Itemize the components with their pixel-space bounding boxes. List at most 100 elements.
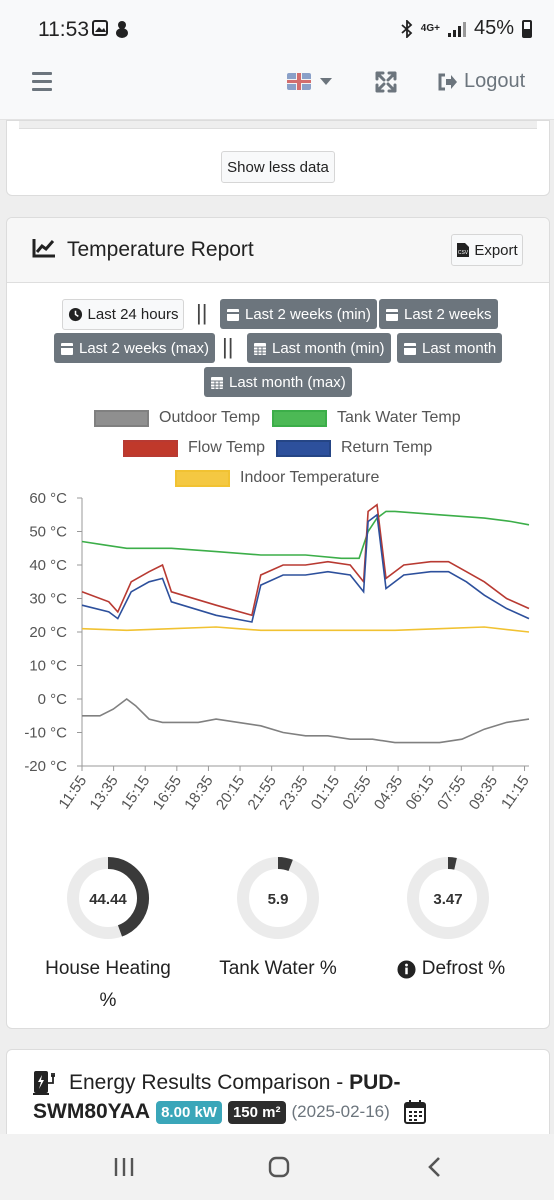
calendar-icon: [386, 308, 398, 321]
logout-label: Logout: [464, 70, 526, 92]
bluetooth-icon: [401, 19, 413, 38]
logout-icon: [438, 73, 457, 90]
y-tick-label: -20 °C: [24, 758, 67, 775]
legend-item[interactable]: Indoor Temperature: [175, 469, 379, 487]
system-nav-bar: [0, 1134, 554, 1200]
image-notification-icon: [92, 20, 108, 36]
data-card: Show less data: [6, 120, 550, 196]
last-month-max-button[interactable]: Last month (max): [204, 367, 352, 397]
last-2-weeks-min-label: Last 2 weeks (min): [245, 305, 371, 323]
card-header: Temperature Report CSV Export: [7, 218, 549, 283]
signal-icon: [447, 21, 466, 37]
csv-file-icon: CSV: [457, 243, 470, 257]
back-icon[interactable]: [427, 1156, 441, 1178]
last-2-weeks-button[interactable]: Last 2 weeks: [379, 299, 498, 329]
series-line-return-temp: [81, 513, 530, 623]
gauge-value: 3.47: [433, 891, 462, 908]
legend-label: Indoor Temperature: [240, 469, 380, 486]
x-tick-label: 07:55: [434, 773, 469, 814]
legend-item[interactable]: Tank Water Temp: [272, 409, 461, 427]
last-month-max-label: Last month (max): [229, 373, 346, 391]
series-line-flow-temp: [81, 503, 530, 617]
legend-item[interactable]: Return Temp: [276, 439, 432, 457]
x-tick-label: 15:15: [118, 773, 153, 814]
calendar-icon: [404, 342, 416, 355]
calendar-grid-icon[interactable]: [403, 1100, 426, 1124]
menu-icon[interactable]: [32, 72, 52, 96]
area-badge: 150 m²: [227, 1100, 286, 1124]
last-month-min-button[interactable]: Last month (min): [247, 333, 391, 363]
series-line-indoor-temperature: [81, 626, 530, 633]
gauge-value: 5.9: [268, 891, 289, 908]
line-chart-icon: [32, 239, 55, 258]
energy-date: (2025-02-16): [291, 1102, 390, 1121]
x-tick-label: 06:15: [403, 773, 438, 814]
calendar-icon: [61, 342, 73, 355]
last-2-weeks-max-button[interactable]: Last 2 weeks (max): [54, 333, 216, 363]
legend-item[interactable]: Outdoor Temp: [94, 409, 260, 427]
battery-percent: 45%: [473, 17, 514, 39]
calendar-grid-icon: [254, 342, 266, 355]
y-tick-label: 0 °C: [38, 691, 68, 708]
top-navbar: Logout: [0, 46, 554, 120]
svg-text:CSV: CSV: [458, 250, 469, 256]
fullscreen-icon[interactable]: [375, 71, 397, 93]
energy-detail-row: SWM80YAA 8.00 kW 150 m² (2025-02-16): [33, 1100, 426, 1124]
x-tick-label: 09:35: [466, 773, 501, 814]
last-2-weeks-label: Last 2 weeks: [404, 305, 492, 323]
gauge-fill: [107, 857, 149, 937]
series-line-outdoor-temp: [82, 697, 530, 744]
y-tick-label: -10 °C: [24, 725, 67, 742]
legend-swatch: [276, 439, 331, 457]
show-less-button[interactable]: Show less data: [221, 151, 335, 183]
gauge-label-tank-water: Tank Water %: [219, 958, 337, 979]
legend-swatch: [94, 409, 149, 427]
last-month-min-label: Last month (min): [272, 339, 385, 357]
legend-swatch: [123, 439, 178, 457]
last-24-hours-button[interactable]: Last 24 hours: [62, 299, 184, 330]
last-month-label: Last month: [422, 339, 497, 357]
energy-title-row: Energy Results Comparison - PUD-: [33, 1070, 400, 1096]
gauge-fill: [277, 857, 293, 872]
clock-icon: [68, 307, 82, 322]
gauge-value: 44.44: [89, 891, 127, 908]
gauge-fill: [447, 857, 457, 870]
y-tick-label: 60 °C: [29, 490, 67, 507]
legend-swatch: [175, 469, 230, 487]
temperature-line-chart: 60 °C 50 °C 40 °C 30 °C 20 °C 10 °C 0 °C -10 °C…: [24, 490, 532, 814]
info-icon[interactable]: [397, 959, 416, 979]
separator: ||: [196, 300, 208, 325]
x-tick-label: 11:55: [55, 773, 90, 813]
last-month-button[interactable]: Last month: [397, 333, 503, 363]
x-tick-label: 16:55: [150, 773, 185, 814]
gauge-row: 44.44 5.9 3.47: [67, 857, 489, 939]
last-2-weeks-min-button[interactable]: Last 2 weeks (min): [220, 299, 377, 329]
export-label: Export: [474, 241, 518, 259]
y-tick-label: 10 °C: [29, 658, 67, 675]
model-name: SWM80YAA: [33, 1100, 151, 1123]
uk-flag-icon[interactable]: [287, 73, 311, 90]
status-time: 11:53: [38, 18, 89, 41]
legend-item[interactable]: Flow Temp: [123, 439, 265, 457]
defrost-label: Defrost %: [421, 958, 506, 979]
table-footer: [19, 121, 537, 129]
legend-label: Tank Water Temp: [337, 409, 461, 426]
x-tick-label: 18:35: [181, 773, 216, 814]
y-tick-label: 30 °C: [29, 591, 67, 608]
page-title: Temperature Report: [67, 238, 254, 261]
ev-charger-icon: [33, 1071, 55, 1095]
recent-apps-icon[interactable]: [113, 1157, 135, 1177]
y-tick-label: 50 °C: [29, 524, 67, 541]
x-tick-label: 13:35: [86, 773, 121, 814]
home-icon[interactable]: [268, 1156, 290, 1178]
x-tick-label: 01:15: [308, 773, 343, 814]
export-button[interactable]: CSV Export: [451, 234, 523, 266]
calendar-icon: [227, 308, 239, 321]
gauge-label-defrost: Defrost %: [375, 953, 527, 985]
energy-title: Energy Results Comparison -: [69, 1071, 344, 1094]
network-type: 4G+: [420, 23, 440, 34]
x-tick-label: 23:35: [276, 773, 311, 814]
app-notification-icon: [116, 21, 128, 38]
chevron-down-icon[interactable]: [320, 78, 332, 85]
logout-button[interactable]: Logout: [438, 70, 525, 93]
